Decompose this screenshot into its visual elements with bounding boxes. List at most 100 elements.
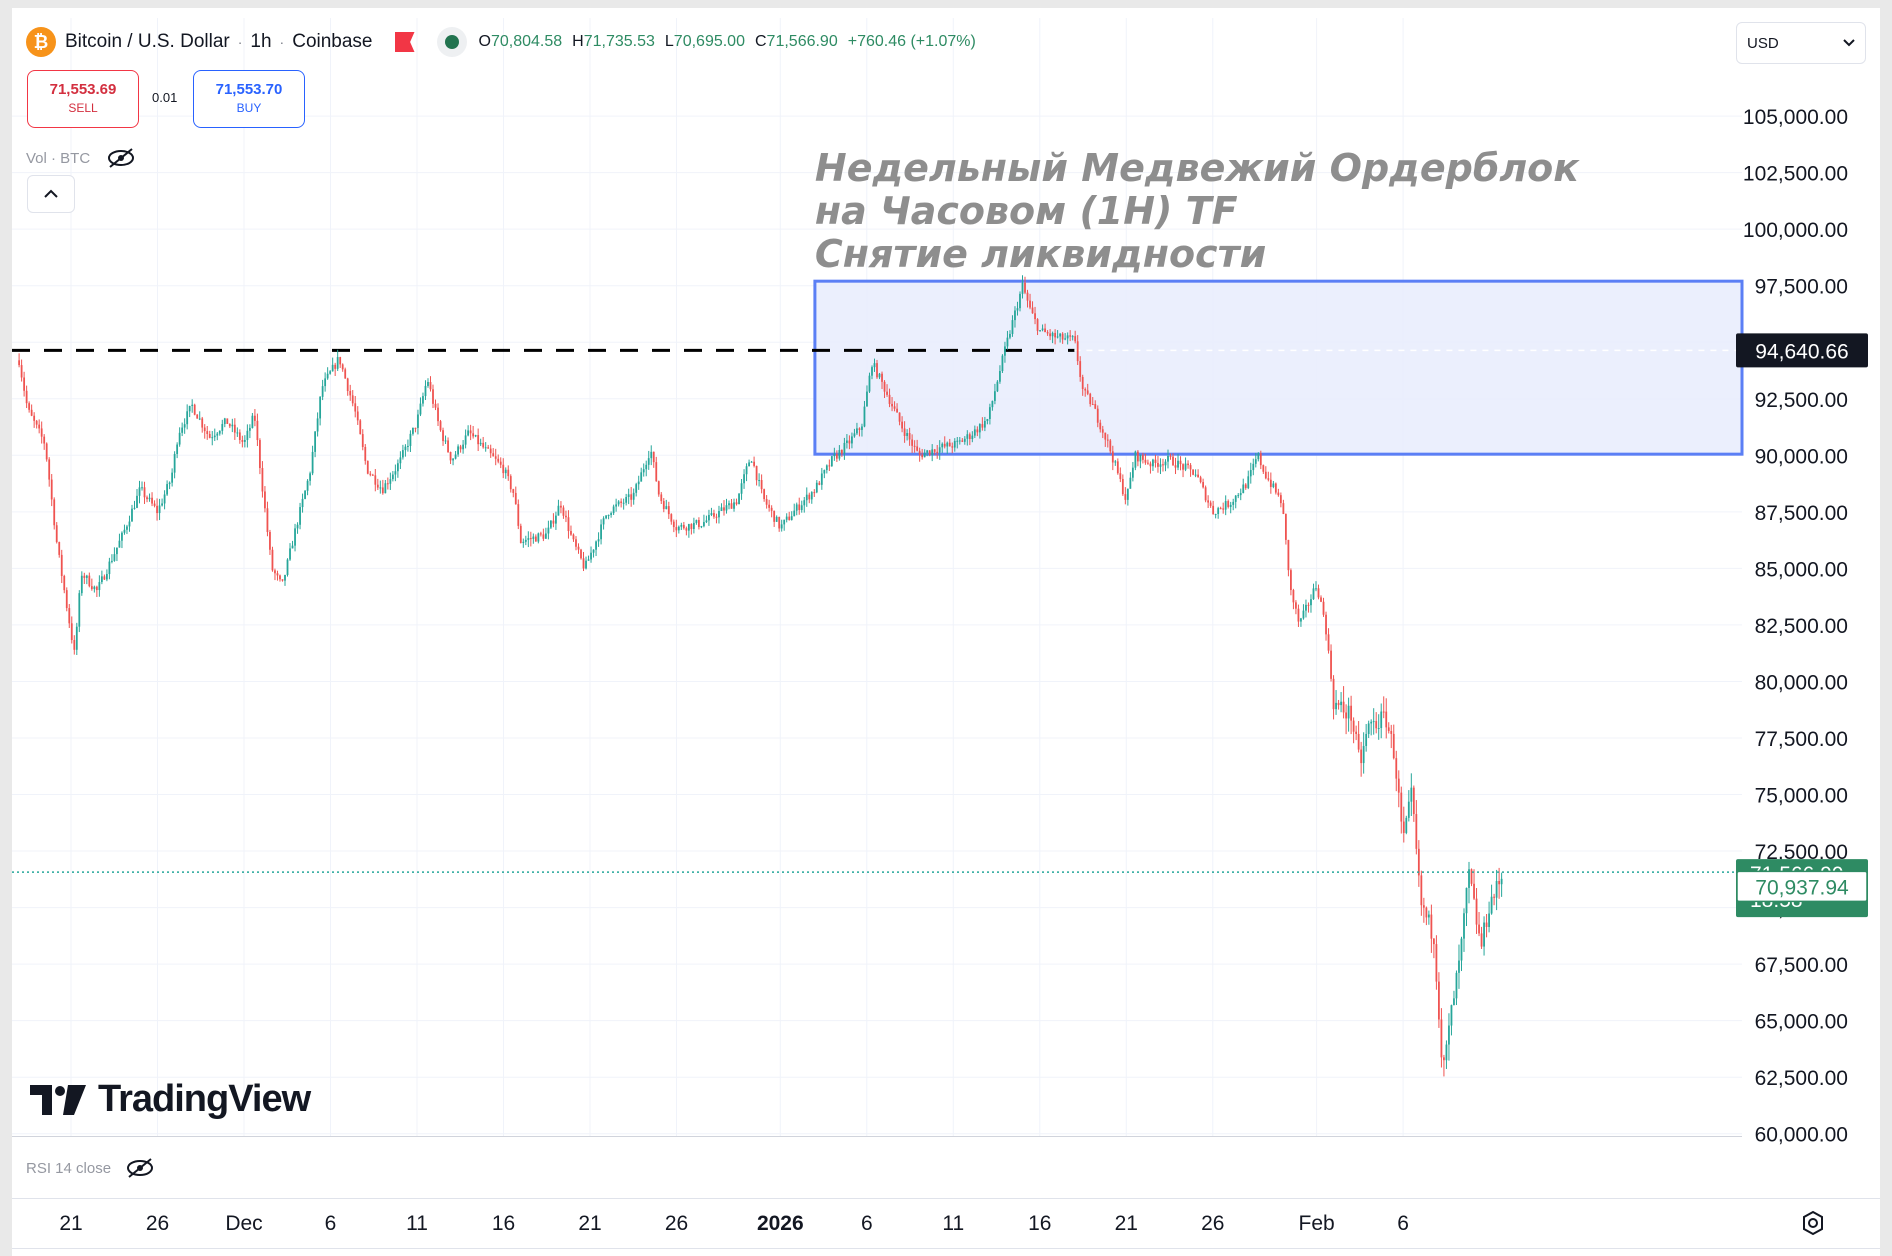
market-status-icon[interactable]	[436, 27, 467, 57]
candle	[233, 418, 236, 440]
rsi-indicator[interactable]: RSI 14 close	[26, 1156, 155, 1180]
candle-body	[1222, 508, 1225, 510]
candle	[670, 513, 673, 525]
candle	[73, 635, 76, 655]
chart-settings-button[interactable]	[1798, 1208, 1828, 1238]
candle-body	[314, 431, 317, 452]
candle	[1036, 318, 1039, 336]
flag-icon[interactable]	[394, 32, 415, 52]
candle-body	[424, 385, 427, 397]
exchange-label[interactable]: Coinbase	[292, 31, 373, 52]
candle	[662, 498, 665, 513]
candle-body	[670, 514, 673, 522]
candle	[597, 532, 600, 547]
candle	[454, 451, 457, 460]
candle	[389, 472, 392, 490]
price-axis: 105,000.00 102,500.00 100,000.00 97,500.00 9…	[1743, 106, 1848, 1147]
candle	[65, 587, 68, 612]
candle-body	[376, 484, 379, 488]
candle	[994, 383, 996, 405]
watermark-text: TradingView	[98, 1078, 311, 1120]
price-axis-label: 90,000.00	[1755, 445, 1848, 468]
candle-body	[986, 418, 989, 421]
pane-divider[interactable]	[12, 1136, 1742, 1137]
eye-hidden-icon[interactable]	[106, 146, 136, 170]
candle	[158, 498, 161, 521]
currency-select[interactable]: USD	[1736, 22, 1866, 64]
candle	[986, 418, 989, 425]
candle-body	[316, 418, 319, 432]
candle	[1465, 887, 1468, 927]
candle-body	[1290, 570, 1292, 591]
candle-body	[1375, 721, 1378, 729]
candle	[1074, 330, 1077, 344]
symbol-name[interactable]: Bitcoin / U.S. Dollar	[65, 31, 230, 52]
candle-body	[284, 574, 286, 581]
candle-body	[1485, 922, 1488, 927]
candle	[1488, 901, 1490, 933]
candle-body	[389, 479, 392, 484]
candle	[1330, 644, 1332, 682]
candle	[507, 465, 510, 481]
buy-button[interactable]: 71,553.70 BUY	[193, 70, 305, 128]
candle-body	[419, 403, 422, 415]
candle	[635, 482, 638, 497]
candle	[698, 517, 700, 530]
candle-body	[1317, 588, 1320, 598]
candle-body	[251, 415, 254, 428]
candle-body	[718, 510, 720, 518]
candle-body	[1402, 821, 1405, 833]
candle	[1254, 452, 1257, 468]
candle	[68, 604, 71, 629]
candle	[1046, 330, 1049, 336]
sell-button[interactable]: 71,553.69 SELL	[27, 70, 139, 128]
candle-body	[40, 428, 43, 437]
candle	[610, 511, 613, 518]
candle-body	[1212, 505, 1215, 515]
candle-body	[524, 539, 527, 542]
volume-indicator[interactable]: Vol · BTC	[26, 146, 136, 170]
candle-body	[938, 447, 941, 453]
candle-body	[1385, 711, 1388, 728]
currency-value: USD	[1747, 34, 1779, 52]
candle	[753, 456, 755, 468]
candle-body	[1440, 1019, 1443, 1058]
interval-label[interactable]: 1h	[250, 31, 272, 52]
candle	[291, 540, 294, 549]
candle-body	[432, 389, 434, 404]
candle	[768, 499, 771, 512]
candle-body	[1139, 455, 1142, 462]
candle-body	[23, 377, 26, 391]
candle-body	[662, 501, 665, 510]
candle-body	[876, 363, 878, 378]
candle	[1081, 374, 1084, 396]
candle-body	[83, 575, 86, 578]
candle	[529, 531, 532, 547]
candle	[374, 468, 377, 492]
candle	[760, 474, 763, 494]
chevron-up-icon	[44, 189, 58, 198]
candle	[1392, 724, 1395, 760]
candle-body	[1322, 601, 1325, 615]
candle	[1084, 387, 1087, 397]
candle	[489, 444, 492, 458]
collapse-button[interactable]	[27, 175, 75, 213]
candle	[1357, 721, 1360, 753]
candle	[1159, 458, 1162, 475]
candle	[306, 479, 309, 496]
candle	[810, 491, 813, 504]
candle-body	[687, 524, 690, 531]
eye-hidden-icon[interactable]	[125, 1156, 155, 1180]
candle-body	[35, 420, 38, 425]
candle	[1347, 697, 1350, 732]
candle-body	[713, 513, 715, 517]
candle-body	[1124, 494, 1127, 500]
candle	[88, 572, 91, 588]
candle	[1204, 485, 1207, 503]
open-value: O70,804.58	[478, 33, 563, 50]
candle	[90, 578, 93, 591]
candle-body	[454, 454, 457, 459]
candle-body	[487, 447, 490, 449]
candle	[1147, 459, 1149, 465]
